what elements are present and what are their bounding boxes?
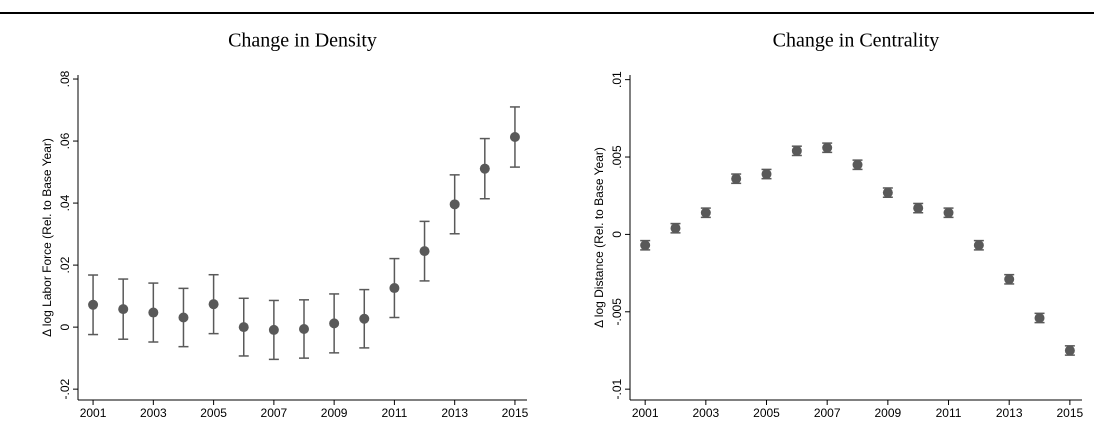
y-tick-label: .01 bbox=[610, 71, 624, 88]
point bbox=[389, 283, 400, 294]
point bbox=[329, 318, 340, 329]
x-tick-label: 2013 bbox=[441, 406, 468, 420]
point bbox=[640, 240, 651, 251]
chart-title: Change in Density bbox=[228, 30, 377, 52]
point bbox=[973, 240, 984, 251]
x-tick-label: 2009 bbox=[875, 406, 902, 420]
point bbox=[509, 132, 520, 143]
y-tick-label: 0 bbox=[610, 231, 624, 238]
point bbox=[1034, 312, 1045, 323]
y-tick-label: .005 bbox=[610, 145, 624, 169]
y-axis-label: Δ log Labor Force (Rel. to Base Year) bbox=[40, 138, 54, 337]
x-tick-label: 2003 bbox=[692, 406, 719, 420]
point bbox=[359, 313, 370, 324]
chart-title: Change in Centrality bbox=[773, 30, 940, 52]
point bbox=[148, 307, 159, 318]
point bbox=[208, 299, 219, 310]
x-tick-label: 2015 bbox=[1057, 406, 1084, 420]
point bbox=[88, 299, 99, 310]
x-tick-label: 2011 bbox=[382, 406, 408, 420]
y-tick-label: 0 bbox=[58, 323, 72, 330]
y-tick-label: .04 bbox=[58, 194, 72, 211]
point bbox=[238, 322, 249, 333]
point bbox=[700, 207, 711, 218]
y-tick-label: .06 bbox=[58, 132, 72, 149]
x-tick-label: 2011 bbox=[936, 406, 962, 420]
point bbox=[1064, 345, 1075, 356]
x-tick-label: 2007 bbox=[261, 406, 288, 420]
point bbox=[1004, 274, 1015, 285]
x-tick-label: 2009 bbox=[321, 406, 348, 420]
x-tick-label: 2013 bbox=[996, 406, 1023, 420]
point bbox=[882, 187, 893, 198]
x-tick-label: 2007 bbox=[814, 406, 841, 420]
x-tick-label: 2003 bbox=[140, 406, 167, 420]
point bbox=[913, 203, 924, 214]
point bbox=[178, 312, 189, 323]
point bbox=[852, 159, 863, 170]
point bbox=[419, 246, 430, 257]
y-tick-label: -.01 bbox=[610, 379, 624, 400]
y-tick-label: -.005 bbox=[610, 298, 624, 326]
point bbox=[479, 163, 490, 174]
y-tick-label: .08 bbox=[58, 70, 72, 87]
point bbox=[670, 223, 681, 234]
point bbox=[822, 142, 833, 153]
point bbox=[299, 323, 310, 334]
x-tick-label: 2001 bbox=[80, 406, 107, 420]
point bbox=[268, 324, 279, 335]
point bbox=[731, 173, 742, 184]
y-axis-label: Δ log Distance (Rel. to Base Year) bbox=[592, 147, 606, 328]
x-tick-label: 2001 bbox=[632, 406, 659, 420]
point bbox=[943, 207, 954, 218]
point bbox=[449, 199, 460, 210]
x-tick-label: 2005 bbox=[200, 406, 227, 420]
point bbox=[761, 169, 772, 180]
y-tick-label: .02 bbox=[58, 256, 72, 273]
point bbox=[791, 145, 802, 156]
x-tick-label: 2005 bbox=[753, 406, 780, 420]
x-tick-label: 2015 bbox=[502, 406, 529, 420]
point bbox=[118, 304, 129, 315]
y-tick-label: -.02 bbox=[58, 378, 72, 399]
